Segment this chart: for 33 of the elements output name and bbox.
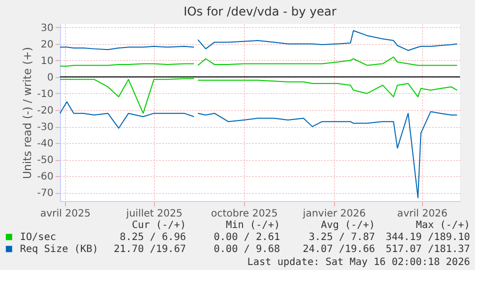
- y-tick-label: 20: [40, 39, 54, 50]
- text: 0.00 / 2.61: [214, 232, 280, 243]
- y-tick-label: -30: [37, 122, 54, 134]
- text: 8.25 / 6.96: [120, 232, 186, 243]
- y-tick-label: -20: [37, 106, 54, 117]
- text: Max (-/+): [416, 220, 470, 231]
- y-tick-label: 10: [40, 56, 54, 67]
- y-tick-label: -40: [37, 138, 54, 150]
- text: 3.25 / 7.87: [308, 232, 375, 243]
- y-tick-label: -50: [37, 155, 54, 166]
- y-tick-label: -70: [37, 188, 54, 200]
- text: 0.00 / 9.68: [214, 244, 280, 255]
- x-tick-label: avril 2026: [397, 208, 448, 220]
- text: 21.70 /19.67: [114, 244, 186, 255]
- x-tick-label: juillet 2025: [125, 208, 182, 220]
- y-tick-label: 30: [40, 22, 54, 34]
- chart-title: IOs for /dev/vda - by year: [184, 4, 337, 18]
- x-tick-label: janvier 2026: [302, 208, 366, 220]
- text: 517.07 /181.37: [386, 244, 470, 255]
- y-tick-label: -60: [37, 172, 54, 183]
- x-tick-label: avril 2025: [40, 208, 91, 220]
- text: 344.19 /189.10: [386, 232, 470, 243]
- y-tick-label: -10: [37, 88, 54, 100]
- text: Cur (-/+): [132, 220, 186, 231]
- text: 24.07 /19.66: [302, 244, 375, 255]
- text: Min (-/+): [226, 220, 280, 231]
- legend-label: IO/sec: [20, 232, 56, 243]
- text: Last update: Sat May 16 02:00:18 2026: [247, 257, 470, 268]
- y-tick-label: 0: [47, 72, 54, 84]
- x-tick-label: octobre 2025: [211, 208, 278, 220]
- y-axis-title: Units read (-) / write (+): [21, 46, 34, 180]
- text: Avg (-/+): [320, 220, 375, 231]
- legend-label: Req Size (KB): [20, 244, 98, 255]
